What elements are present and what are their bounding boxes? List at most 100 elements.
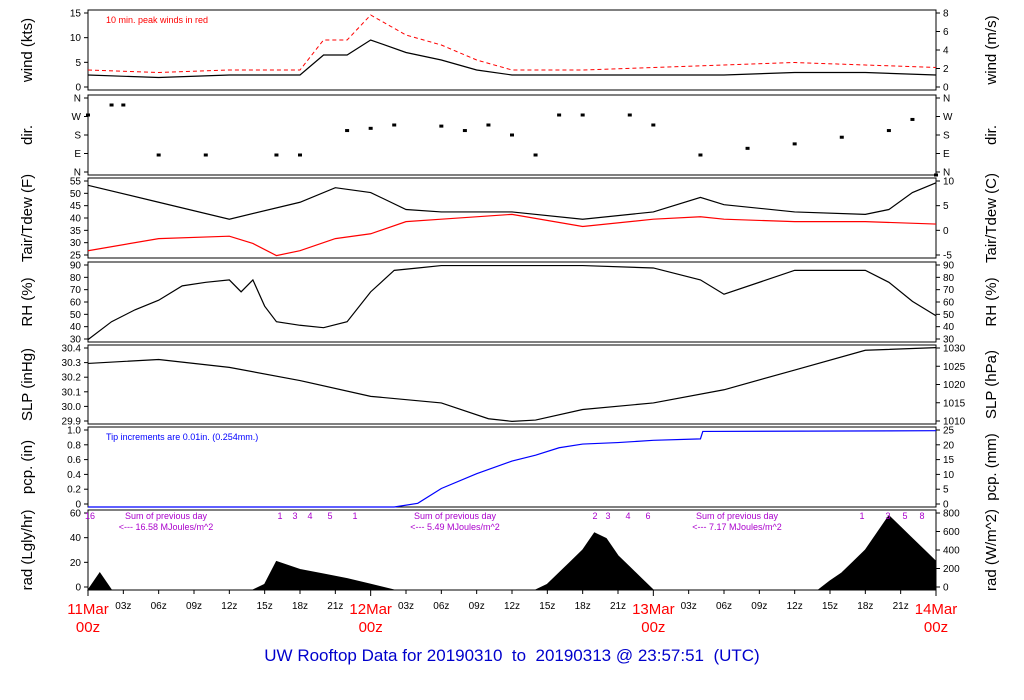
ytick-right-label: W <box>943 112 953 123</box>
xtick-label: 06z <box>151 601 167 612</box>
xtick-label: 18z <box>575 601 591 612</box>
panel-frame-rh <box>87 261 937 343</box>
ylabel-right-rh: RH (%) <box>983 277 1000 326</box>
xtick-label: 18z <box>292 601 308 612</box>
ytick-right-label: N <box>943 168 950 179</box>
ytick-left-label: N <box>74 168 81 179</box>
ytick-right-label: 200 <box>943 564 960 575</box>
rad-hour-label: 4 <box>307 511 312 521</box>
ytick-right-label: 6 <box>943 27 949 38</box>
ytick-right-label: E <box>943 149 950 160</box>
xtick-label: 09z <box>186 601 202 612</box>
ytick-right-label: 800 <box>943 509 960 520</box>
ytick-right-label: 1025 <box>943 362 966 373</box>
ytick-left-label: 0.6 <box>67 455 81 466</box>
dir-point <box>745 146 750 150</box>
ytick-left-label: S <box>74 131 81 142</box>
ytick-left-label: 90 <box>70 261 82 272</box>
temp-series-2 <box>87 213 937 257</box>
ytick-right-label: N <box>943 94 950 105</box>
ytick-right-label: 0 <box>943 83 949 94</box>
daily-sum-value: <--- 5.49 MJoules/m^2 <box>410 522 500 532</box>
rad-hour-label: 5 <box>902 511 907 521</box>
date-time-label: 00z <box>359 619 383 636</box>
ytick-right-label: 600 <box>943 527 960 538</box>
dir-point <box>533 153 538 157</box>
xtick-label: 06z <box>716 601 732 612</box>
rad-hour-label: 4 <box>625 511 630 521</box>
ytick-left-label: 80 <box>70 273 82 284</box>
dir-point <box>792 142 797 146</box>
xtick-label: 15z <box>539 601 555 612</box>
dir-point <box>698 153 703 157</box>
ytick-left-label: N <box>74 94 81 105</box>
dir-point <box>486 123 491 127</box>
ytick-left-label: 0 <box>75 83 81 94</box>
temp-series-1 <box>87 182 937 220</box>
wind-series-1 <box>87 39 937 79</box>
ytick-right-label: 50 <box>943 310 955 321</box>
xtick-label: 12z <box>787 601 803 612</box>
ylabel-left-temp: Tair/Tdew (F) <box>19 174 36 262</box>
ytick-left-label: 35 <box>70 226 82 237</box>
ytick-left-label: 0.2 <box>67 485 81 496</box>
xtick-label: 09z <box>469 601 485 612</box>
ytick-right-label: 1030 <box>943 344 966 355</box>
xtick-label: 15z <box>822 601 838 612</box>
ytick-right-label: 5 <box>943 485 949 496</box>
dir-point <box>368 126 373 130</box>
ylabel-right-pcp: pcp. (mm) <box>983 433 1000 501</box>
panel-frame-slp <box>87 344 937 425</box>
ytick-left-label: 40 <box>70 214 82 225</box>
dir-point <box>886 129 891 133</box>
rad-hour-label: 2 <box>592 511 597 521</box>
ytick-left-label: 10 <box>70 33 82 44</box>
xtick-label: 09z <box>751 601 767 612</box>
ytick-left-label: 30.4 <box>62 344 82 355</box>
rad-hour-label: 1 <box>277 511 282 521</box>
ytick-left-label: 0.8 <box>67 440 81 451</box>
ytick-left-label: 20 <box>70 558 82 569</box>
xtick-label: 03z <box>681 601 697 612</box>
date-time-label: 00z <box>76 619 100 636</box>
panel-frame-wind <box>87 9 937 91</box>
ytick-left-label: 60 <box>70 509 82 520</box>
daily-sum-title: Sum of previous day <box>125 511 208 521</box>
ytick-left-label: 5 <box>75 58 81 69</box>
ytick-left-label: 60 <box>70 298 82 309</box>
ytick-right-label: 1015 <box>943 398 966 409</box>
ytick-right-label: 0 <box>943 583 949 594</box>
ytick-left-label: 70 <box>70 285 82 296</box>
dir-point <box>510 133 514 137</box>
ytick-left-label: 29.9 <box>62 417 82 428</box>
ytick-right-label: 90 <box>943 261 955 272</box>
ytick-right-label: 80 <box>943 273 955 284</box>
ytick-left-label: 0.4 <box>67 470 81 481</box>
ytick-left-label: 0 <box>75 500 81 511</box>
ytick-left-label: 30.0 <box>62 402 82 413</box>
chart-title: UW Rooftop Data for 20190310 to 20190313… <box>264 646 760 665</box>
ylabel-left-wind: wind (kts) <box>19 18 36 83</box>
ytick-left-label: 50 <box>70 310 82 321</box>
ylabel-left-rh: RH (%) <box>19 277 36 326</box>
dir-point <box>557 113 562 117</box>
ytick-right-label: 20 <box>943 440 955 451</box>
ytick-left-label: 25 <box>70 251 82 262</box>
xtick-label: 21z <box>893 601 909 612</box>
rad-hour-label: 8 <box>919 511 924 521</box>
ytick-right-label: 15 <box>943 455 955 466</box>
slp-series-1 <box>87 347 937 422</box>
wind-series-2 <box>87 14 937 74</box>
rad-hour-label: 6 <box>645 511 650 521</box>
date-label: 11Mar <box>67 601 108 618</box>
ylabel-right-dir: dir. <box>983 125 1000 145</box>
ylabel-left-slp: SLP (inHg) <box>19 348 36 421</box>
ylabel-left-dir: dir. <box>19 125 36 145</box>
dir-point <box>627 113 632 117</box>
ytick-left-label: 0 <box>75 583 81 594</box>
xtick-label: 18z <box>857 601 873 612</box>
rad-hour-label: 16 <box>85 511 95 521</box>
ylabel-left-rad: rad (Lgly/hr) <box>19 510 36 591</box>
dir-point <box>392 123 397 127</box>
